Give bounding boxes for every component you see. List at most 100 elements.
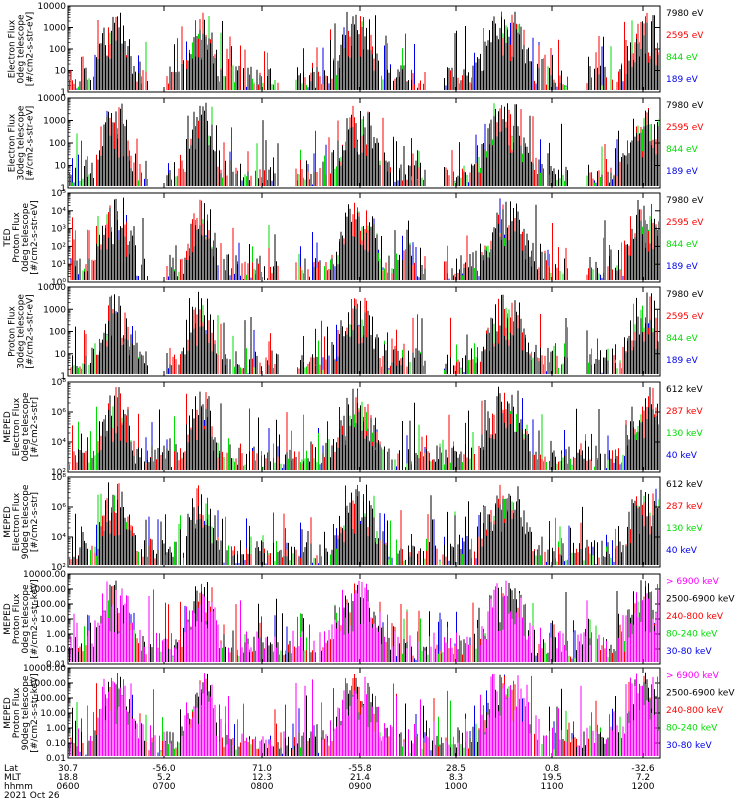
y-axis-title: MEPED xyxy=(3,603,13,635)
series-trace xyxy=(72,686,659,756)
x-tick-mlt: 19.5 xyxy=(542,773,562,783)
legend-label: 287 keV xyxy=(666,407,703,417)
y-tick-label: 100 xyxy=(49,139,66,149)
series-trace xyxy=(78,386,659,470)
x-tick-lat: -56.0 xyxy=(152,764,176,774)
y-tick-label: 0.01 xyxy=(46,754,66,764)
panel-4: 1 10 100 1000 10000 Proton Flux 30deg telescop… xyxy=(8,283,705,382)
x-tick-hhmm: 1200 xyxy=(632,782,655,792)
legend-label: 189 eV xyxy=(666,262,699,272)
y-axis-title: 90deg telescope xyxy=(21,675,31,750)
y-axis-title: 90deg telescope xyxy=(21,484,31,559)
legend-label: 844 eV xyxy=(666,145,699,155)
y-tick-label: 0.10 xyxy=(46,739,66,749)
y-tick-label: 10² xyxy=(51,242,66,252)
series-trace xyxy=(73,197,659,280)
legend-label: 2595 eV xyxy=(666,218,704,228)
data-traces xyxy=(69,580,659,662)
legend-label: 7980 eV xyxy=(666,9,704,19)
y-tick-label: 1000 xyxy=(43,24,66,34)
y-axis-title: 0deg telescope xyxy=(21,203,31,273)
series-trace xyxy=(69,673,659,756)
series-trace xyxy=(69,105,659,186)
legend-label: 612 keV xyxy=(666,385,703,395)
y-axis-title: MEPED xyxy=(3,697,13,729)
y-tick-label: 10² xyxy=(51,468,66,478)
y-axis-title: MEPED xyxy=(3,506,13,538)
y-tick-label: 10³ xyxy=(51,225,66,235)
y-axis-title: Proton Flux xyxy=(8,306,18,357)
panel-frame xyxy=(67,476,661,568)
legend-label: 240-800 keV xyxy=(666,706,724,716)
y-axis-title: 0deg telescope xyxy=(21,584,31,654)
y-tick-label: 1000 xyxy=(43,117,66,127)
y-tick-label: 10 xyxy=(55,162,67,172)
legend-label: 130 keV xyxy=(666,524,703,534)
y-tick-label: 10000 xyxy=(37,283,66,293)
x-tick-hhmm: 0900 xyxy=(349,782,372,792)
y-tick-label: 10⁶ xyxy=(51,503,66,513)
data-traces xyxy=(70,197,659,280)
y-tick-label: 0.10 xyxy=(46,645,66,655)
y-axis-title: 30deg telescope xyxy=(17,294,27,369)
panel-frame xyxy=(67,192,661,283)
y-tick-label: 10⁸ xyxy=(51,473,66,483)
legend-label: > 6900 keV xyxy=(666,671,720,681)
y-tick-label: 10⁰ xyxy=(51,278,66,288)
series-trace xyxy=(69,11,659,90)
legend-label: 189 eV xyxy=(666,75,699,85)
y-axis-title: [#/cm2-s-str-keV] xyxy=(30,673,40,752)
y-axis-title: Proton Flux xyxy=(12,212,22,263)
y-tick-label: 100 xyxy=(49,328,66,338)
x-row-label: 2021 Oct 26 xyxy=(4,791,60,800)
y-tick-label: 10⁵ xyxy=(51,189,66,199)
y-axis-title: Electron Flux xyxy=(12,397,22,456)
y-axis-title: [#/cm2-s-str-eV] xyxy=(26,294,36,369)
x-tick-lat: 30.7 xyxy=(58,764,78,774)
legend-label: 2500-6900 keV xyxy=(666,595,735,605)
legend-label: 844 eV xyxy=(666,53,699,63)
y-tick-label: 10 xyxy=(55,350,67,360)
y-axis-title: MEPED xyxy=(3,411,13,443)
x-tick-hhmm: 1000 xyxy=(445,782,468,792)
series-trace xyxy=(72,482,659,565)
series-trace xyxy=(72,387,659,470)
x-tick-mlt: 5.2 xyxy=(157,773,171,783)
series-trace xyxy=(69,110,659,186)
y-axis-title: 0deg telescope xyxy=(17,14,27,84)
x-tick-mlt: 21.4 xyxy=(350,773,370,783)
y-tick-label: 1.00 xyxy=(46,724,66,734)
panel-7: 0.01 0.10 1.00 10.00 100.00 1000.00 10000.00 ME… xyxy=(3,570,735,670)
y-tick-label: 1 xyxy=(60,372,66,382)
y-tick-label: 0.01 xyxy=(46,660,66,670)
y-axis-title: [#/cm2-s-str-eV] xyxy=(30,200,40,275)
data-traces xyxy=(69,482,659,565)
y-axis-title: 0deg telescope xyxy=(21,392,31,462)
data-traces xyxy=(70,291,659,374)
legend-label: 130 keV xyxy=(666,429,703,439)
y-axis-title: 30deg telescope xyxy=(17,105,27,180)
y-tick-label: 1000 xyxy=(43,305,66,315)
x-tick-mlt: 8.3 xyxy=(449,773,463,783)
legend-label: 2595 eV xyxy=(666,123,704,133)
y-tick-label: 1000.00 xyxy=(29,679,66,689)
series-trace xyxy=(70,102,659,186)
x-tick-lat: 0.8 xyxy=(545,764,560,774)
y-axis-title: TED xyxy=(3,228,13,247)
x-tick-lat: 71.0 xyxy=(252,764,272,774)
panel-1: 1 10 100 1000 10000 Electron Flux 0deg telesco… xyxy=(8,2,705,98)
panel-8: 0.01 0.10 1.00 10.00 100.00 1000.00 10000.00 ME… xyxy=(3,664,735,764)
x-row-label: hhmm xyxy=(4,782,33,792)
legend-label: 30-80 keV xyxy=(666,741,712,751)
legend-label: 7980 eV xyxy=(666,196,704,206)
y-tick-label: 10.00 xyxy=(40,709,66,719)
y-axis-title: [#/cm2-s-str] xyxy=(30,492,40,552)
y-tick-label: 10⁴ xyxy=(51,533,66,543)
x-tick-mlt: 12.3 xyxy=(252,773,272,783)
y-tick-label: 10¹ xyxy=(51,260,66,270)
panel-3: 10⁰ 10¹ 10² 10³ 10⁴ 10⁵ TED Proton Flux 0deg tel… xyxy=(3,189,704,288)
legend-label: 189 eV xyxy=(666,356,699,366)
x-tick-mlt: 18.8 xyxy=(58,773,78,783)
y-axis-title: Electron Flux xyxy=(12,492,22,551)
